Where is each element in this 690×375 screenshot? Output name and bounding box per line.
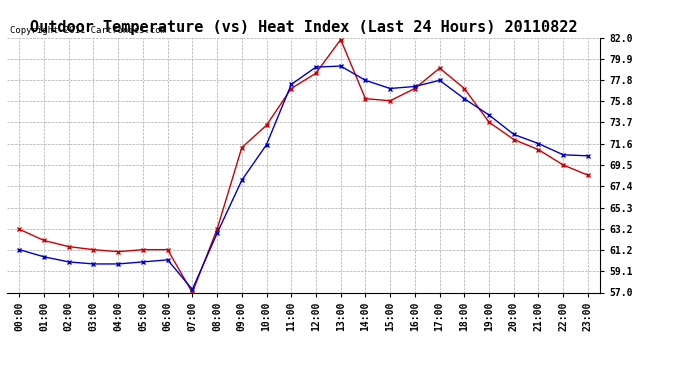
- Text: Copyright 2011 Cartronics.com: Copyright 2011 Cartronics.com: [10, 26, 166, 35]
- Title: Outdoor Temperature (vs) Heat Index (Last 24 Hours) 20110822: Outdoor Temperature (vs) Heat Index (Las…: [30, 20, 578, 35]
